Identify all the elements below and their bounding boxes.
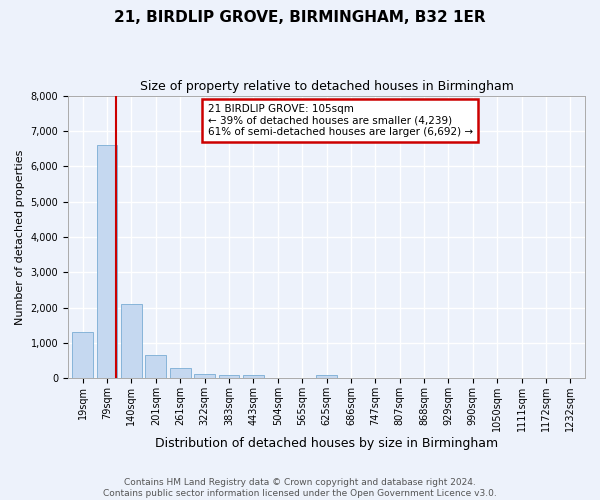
Text: 21, BIRDLIP GROVE, BIRMINGHAM, B32 1ER: 21, BIRDLIP GROVE, BIRMINGHAM, B32 1ER — [114, 10, 486, 25]
Title: Size of property relative to detached houses in Birmingham: Size of property relative to detached ho… — [140, 80, 514, 93]
Bar — [121, 304, 142, 378]
Text: 21 BIRDLIP GROVE: 105sqm
← 39% of detached houses are smaller (4,239)
61% of sem: 21 BIRDLIP GROVE: 105sqm ← 39% of detach… — [208, 104, 473, 137]
Bar — [243, 376, 264, 378]
Bar — [97, 145, 118, 378]
X-axis label: Distribution of detached houses by size in Birmingham: Distribution of detached houses by size … — [155, 437, 498, 450]
Bar — [316, 376, 337, 378]
Bar — [218, 376, 239, 378]
Y-axis label: Number of detached properties: Number of detached properties — [15, 149, 25, 324]
Bar — [145, 356, 166, 378]
Bar — [194, 374, 215, 378]
Bar — [72, 332, 93, 378]
Text: Contains HM Land Registry data © Crown copyright and database right 2024.
Contai: Contains HM Land Registry data © Crown c… — [103, 478, 497, 498]
Bar — [170, 368, 191, 378]
